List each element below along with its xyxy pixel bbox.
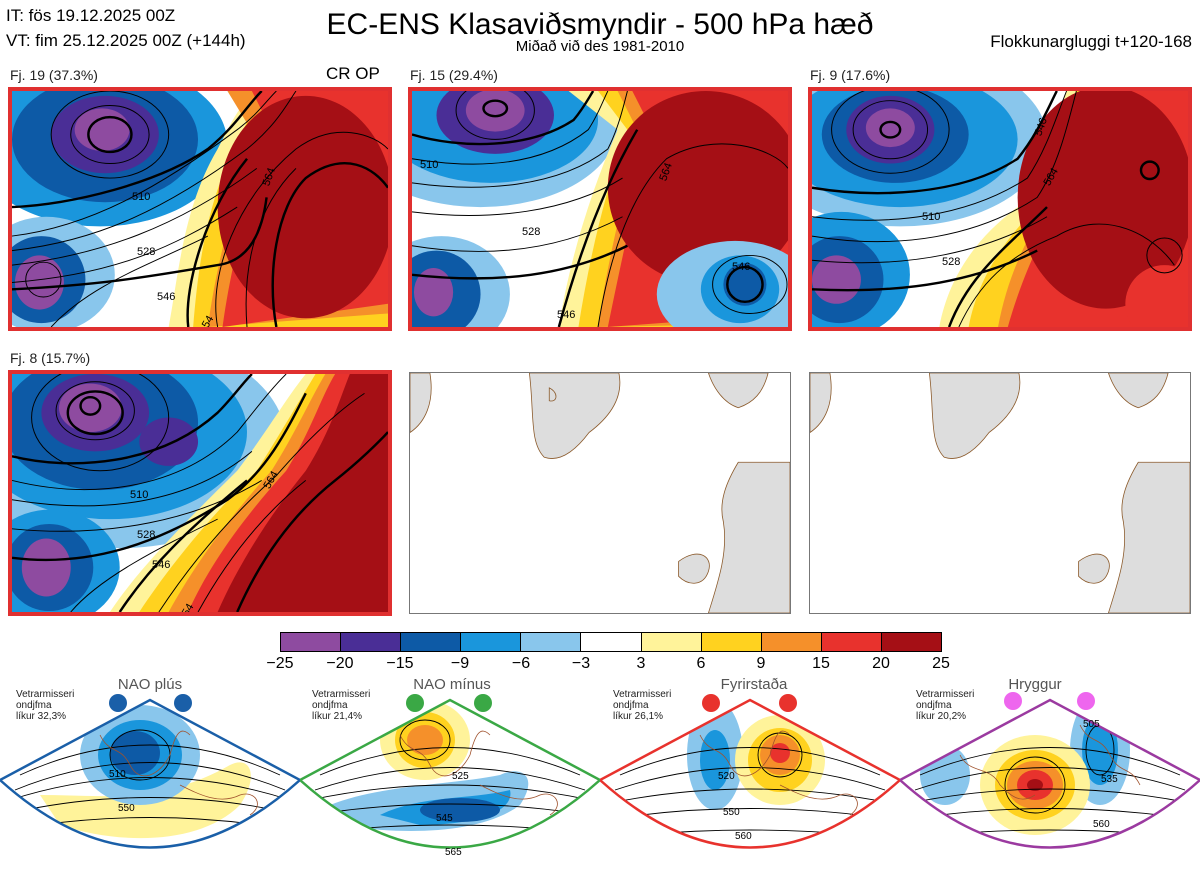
regime-1-info: Vetrarmisseri ondjfma líkur 32,3% — [16, 689, 74, 722]
regime-1-months: ondjfma — [16, 700, 52, 711]
regime-3-season: Vetrarmisseri — [613, 689, 672, 700]
colorbar-tick: −15 — [386, 655, 414, 672]
regime-2-probability: líkur 21,4% — [312, 711, 363, 722]
regime-1-dot — [174, 694, 192, 712]
colorbar-segment — [281, 633, 342, 651]
contour-label: 546 — [152, 559, 171, 571]
regime-2-months: ondjfma — [312, 700, 348, 711]
regime-4-months: ondjfma — [916, 700, 952, 711]
contour-label: 528 — [942, 256, 961, 268]
colorbar-tick: 25 — [932, 655, 950, 672]
regime-2-contour: 545 — [436, 813, 453, 824]
colorbar-segment — [521, 633, 582, 651]
panel-3-label: Fj. 9 (17.6%) — [810, 67, 891, 83]
cluster-map-4: 510 528 546 564 54 — [8, 370, 392, 616]
contour-label: 510 — [130, 489, 149, 501]
empty-map-6 — [809, 372, 1191, 614]
colorbar-tick: 6 — [696, 655, 706, 672]
colorbar-segment — [581, 633, 642, 651]
colorbar-segment — [761, 633, 822, 651]
classification-window: Flokkunargluggi t+120-168 — [990, 32, 1192, 51]
page-title: EC-ENS Klasaviðsmyndir - 500 hPa hæð — [326, 8, 874, 41]
colorbar-tick: −20 — [326, 655, 354, 672]
regime-2-info: Vetrarmisseri ondjfma líkur 21,4% — [312, 689, 370, 722]
panel-1-crop-label: CR OP — [326, 64, 380, 83]
colorbar-tick: −25 — [266, 655, 294, 672]
cluster-map-1: 510 528 546 564 54 — [8, 87, 392, 331]
empty-map-5 — [409, 372, 791, 614]
colorbar-tick: 3 — [636, 655, 646, 672]
regime-3-probability: líkur 26,1% — [613, 711, 664, 722]
colorbar-segment — [341, 633, 402, 651]
colorbar-tick: −6 — [511, 655, 531, 672]
valid-time: VT: fim 25.12.2025 00Z (+144h) — [6, 31, 246, 50]
regime-3-contour: 520 — [718, 771, 735, 782]
colorbar-tick: 20 — [872, 655, 890, 672]
regime-3-map: 520 550 560 — [600, 695, 900, 871]
cluster-map-3: 510 528 546 564 — [808, 87, 1192, 331]
regime-2-season: Vetrarmisseri — [312, 689, 371, 700]
regime-3-months: ondjfma — [613, 700, 649, 711]
contour-label: 528 — [137, 246, 156, 258]
regime-2-contour: 565 — [445, 847, 462, 858]
regime-4-contour: 535 — [1101, 774, 1118, 785]
cluster-map-2: 510 528 546 564 546 — [408, 87, 792, 331]
colorbar-segment — [881, 633, 942, 651]
page-subtitle: Miðað við des 1981-2010 — [515, 38, 685, 55]
regime-2-name: NAO mínus — [413, 676, 491, 693]
colorbar-tick: −3 — [571, 655, 591, 672]
regime-3-info: Vetrarmisseri ondjfma líkur 26,1% — [613, 689, 671, 722]
colorbar-tick: −9 — [450, 655, 470, 672]
contour-label: 510 — [132, 191, 151, 203]
regime-1-season: Vetrarmisseri — [16, 689, 75, 700]
regime-1-probability: líkur 32,3% — [16, 711, 67, 722]
regime-4-info: Vetrarmisseri ondjfma líkur 20,2% — [916, 689, 974, 722]
colorbar-tick: 15 — [812, 655, 830, 672]
contour-label: 546 — [157, 291, 176, 303]
regime-4-season: Vetrarmisseri — [916, 689, 975, 700]
panel-2-label: Fj. 15 (29.4%) — [410, 67, 498, 83]
regime-2-contour: 525 — [452, 771, 469, 782]
regime-3-contour: 560 — [735, 831, 752, 842]
colorbar-segment — [701, 633, 762, 651]
regime-4-name: Hryggur — [1008, 676, 1062, 693]
contour-label: 510 — [420, 159, 439, 171]
regime-4-dot — [1004, 692, 1022, 710]
panel-4-label: Fj. 8 (15.7%) — [10, 350, 91, 366]
contour-label: 510 — [922, 211, 941, 223]
regime-4-contour: 560 — [1093, 819, 1110, 830]
regime-2-dot — [474, 694, 492, 712]
regime-1-contour: 510 — [109, 769, 126, 780]
colorbar — [280, 632, 942, 652]
regime-2-map: 525 545 565 — [300, 695, 600, 871]
contour-label: 546 — [557, 309, 576, 321]
regime-3-name: Fyrirstaða — [720, 676, 788, 693]
colorbar-segment — [461, 633, 522, 651]
regime-4-probability: líkur 20,2% — [916, 711, 967, 722]
issue-time: IT: fös 19.12.2025 00Z — [6, 6, 176, 25]
regime-1-dot — [109, 694, 127, 712]
regime-4-map: 505 535 560 — [900, 695, 1200, 871]
regime-1-name: NAO plús — [117, 676, 183, 693]
colorbar-segment — [641, 633, 702, 651]
regime-1-contour: 550 — [118, 803, 135, 814]
panel-1-label: Fj. 19 (37.3%) — [10, 67, 98, 83]
colorbar-segment — [821, 633, 882, 651]
contour-label: 528 — [137, 529, 156, 541]
contour-label: 528 — [522, 226, 541, 238]
regime-1-map: 510 550 — [0, 695, 300, 871]
regime-4-dot — [1077, 692, 1095, 710]
colorbar-segment — [401, 633, 462, 651]
regime-3-dot — [779, 694, 797, 712]
regime-3-contour: 550 — [723, 807, 740, 818]
regime-3-dot — [702, 694, 720, 712]
contour-label: 546 — [732, 261, 751, 273]
colorbar-tick: 9 — [756, 655, 766, 672]
regime-2-dot — [406, 694, 424, 712]
regime-4-contour: 505 — [1083, 719, 1100, 730]
